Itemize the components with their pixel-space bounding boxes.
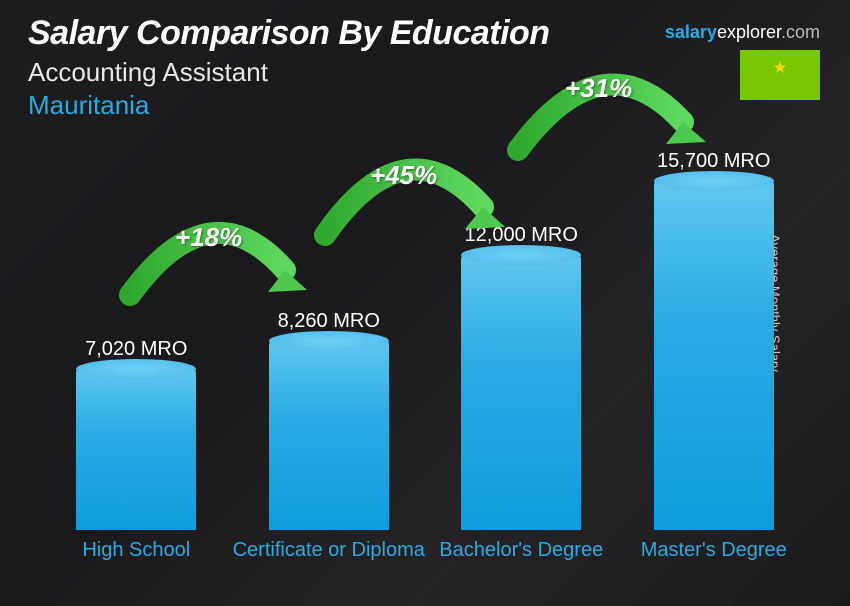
increase-pct-1: +18% [175, 222, 242, 253]
category-label: Master's Degree [641, 538, 787, 588]
bar-group: 8,260 MRO Certificate or Diploma [233, 150, 426, 588]
flag-symbol-icon [750, 55, 810, 95]
category-label: High School [82, 538, 190, 588]
location: Mauritania [28, 90, 822, 121]
category-label: Bachelor's Degree [439, 538, 603, 588]
bar-value-label: 8,260 MRO [278, 310, 380, 333]
subtitle: Accounting Assistant [28, 57, 822, 88]
bar [76, 369, 196, 530]
bar-value-label: 7,020 MRO [85, 338, 187, 361]
bar-group: 12,000 MRO Bachelor's Degree [425, 150, 618, 588]
brand-part1: salary [665, 22, 717, 42]
bar-value-label: 15,700 MRO [657, 150, 770, 173]
country-flag [740, 50, 820, 100]
brand-part2: explorer [717, 22, 781, 42]
increase-pct-3: +31% [565, 73, 632, 104]
increase-pct-2: +45% [370, 160, 437, 191]
bar [461, 255, 581, 530]
bar [654, 181, 774, 530]
brand-logo: salaryexplorer.com [665, 22, 820, 43]
bar-chart: 7,020 MRO High School 8,260 MRO Certificate… [40, 150, 810, 588]
bar-value-label: 12,000 MRO [465, 224, 578, 247]
bar [269, 341, 389, 530]
bar-group: 7,020 MRO High School [40, 150, 233, 588]
brand-part3: .com [781, 22, 820, 42]
bar-group: 15,700 MRO Master's Degree [618, 150, 811, 588]
category-label: Certificate or Diploma [233, 538, 425, 588]
